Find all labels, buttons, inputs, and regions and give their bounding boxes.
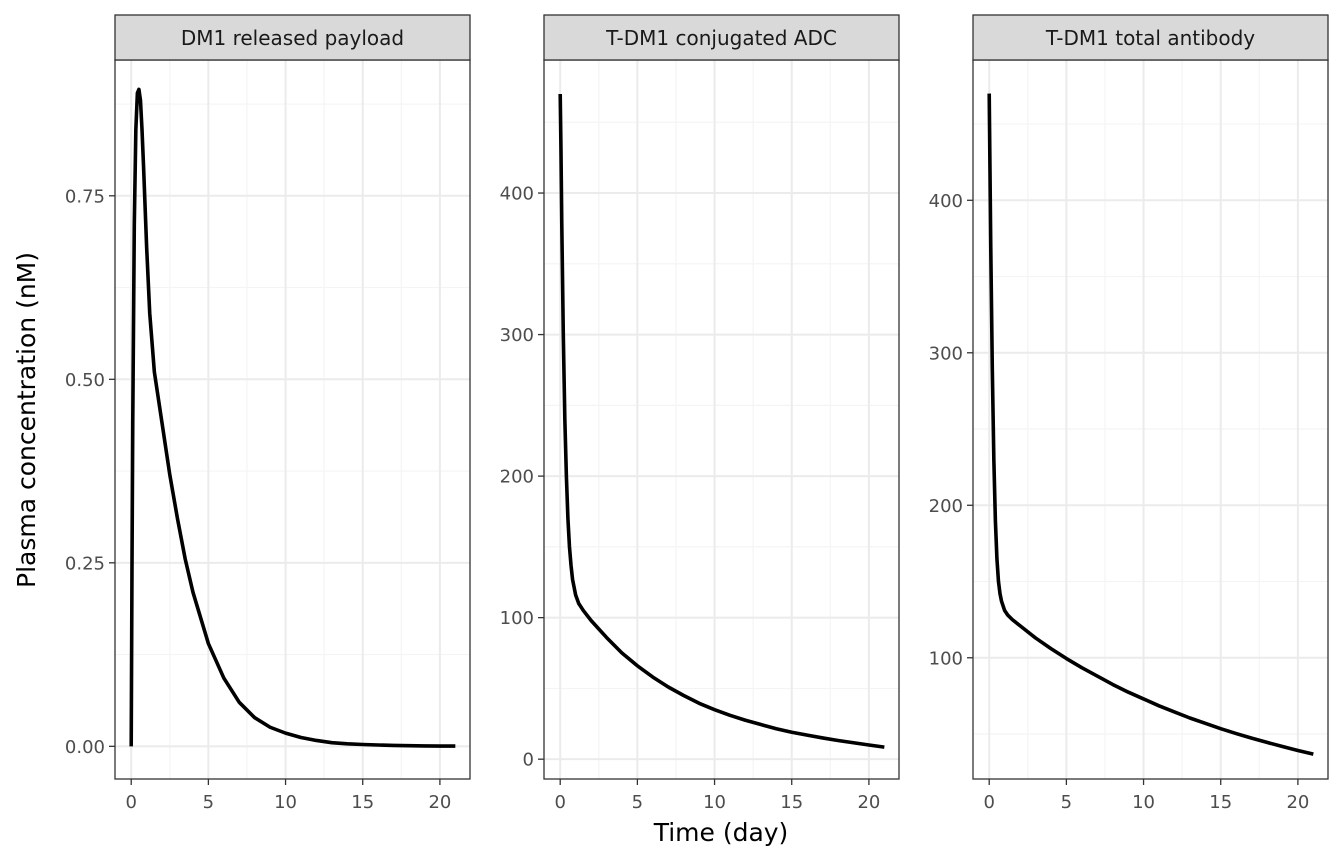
x-tick-label: 5 bbox=[1061, 792, 1072, 813]
facet-panel: DM1 released payload 0 5 10 15 20 0.00 0.25 0.50… bbox=[65, 14, 471, 813]
y-tick-label: 400 bbox=[929, 191, 963, 212]
y-tick-label: 300 bbox=[929, 343, 963, 364]
facet-strip bbox=[543, 14, 900, 61]
facet-strip bbox=[114, 14, 471, 61]
panel-background bbox=[544, 60, 899, 779]
y-tick-label: 0.50 bbox=[65, 370, 105, 391]
facet-strip bbox=[972, 14, 1329, 61]
x-tick-label: 15 bbox=[351, 792, 374, 813]
x-tick-label: 0 bbox=[125, 792, 136, 813]
y-tick-label: 0 bbox=[523, 750, 534, 771]
panel-background bbox=[973, 60, 1328, 779]
y-tick-label: 200 bbox=[500, 467, 534, 488]
facet-panels: DM1 released payload 0 5 10 15 20 0.00 0.25 0.50… bbox=[65, 14, 1329, 813]
y-tick-label: 0.00 bbox=[65, 737, 105, 758]
y-tick-label: 200 bbox=[929, 496, 963, 517]
facet-title: T-DM1 conjugated ADC bbox=[605, 26, 837, 50]
x-tick-label: 20 bbox=[857, 792, 880, 813]
x-tick-label: 20 bbox=[1286, 792, 1309, 813]
y-tick-label: 400 bbox=[500, 184, 534, 205]
x-tick-label: 5 bbox=[632, 792, 643, 813]
y-tick-label: 100 bbox=[500, 608, 534, 629]
x-tick-label: 0 bbox=[554, 792, 565, 813]
facet-title: T-DM1 total antibody bbox=[1045, 26, 1255, 50]
x-tick-label: 20 bbox=[428, 792, 451, 813]
y-tick-label: 100 bbox=[929, 648, 963, 669]
x-tick-label: 15 bbox=[1209, 792, 1232, 813]
x-tick-label: 15 bbox=[780, 792, 803, 813]
series-line bbox=[558, 93, 885, 749]
x-tick-label: 10 bbox=[274, 792, 297, 813]
x-tick-label: 10 bbox=[703, 792, 726, 813]
x-tick-label: 5 bbox=[203, 792, 214, 813]
x-tick-label: 0 bbox=[983, 792, 994, 813]
facet-title: DM1 released payload bbox=[181, 26, 404, 50]
y-axis-title: Plasma concentration (nM) bbox=[12, 252, 41, 588]
y-tick-label: 300 bbox=[500, 325, 534, 346]
series-line bbox=[987, 93, 1314, 756]
x-tick-label: 10 bbox=[1132, 792, 1155, 813]
x-axis-title: Time (day) bbox=[653, 818, 789, 847]
series-line bbox=[129, 87, 456, 748]
facet-panel: T-DM1 total antibody 0 5 10 15 20 100 200 300 400 bbox=[929, 14, 1329, 813]
y-tick-label: 0.75 bbox=[65, 186, 105, 207]
panel-background bbox=[115, 60, 470, 779]
y-tick-label: 0.25 bbox=[65, 553, 105, 574]
